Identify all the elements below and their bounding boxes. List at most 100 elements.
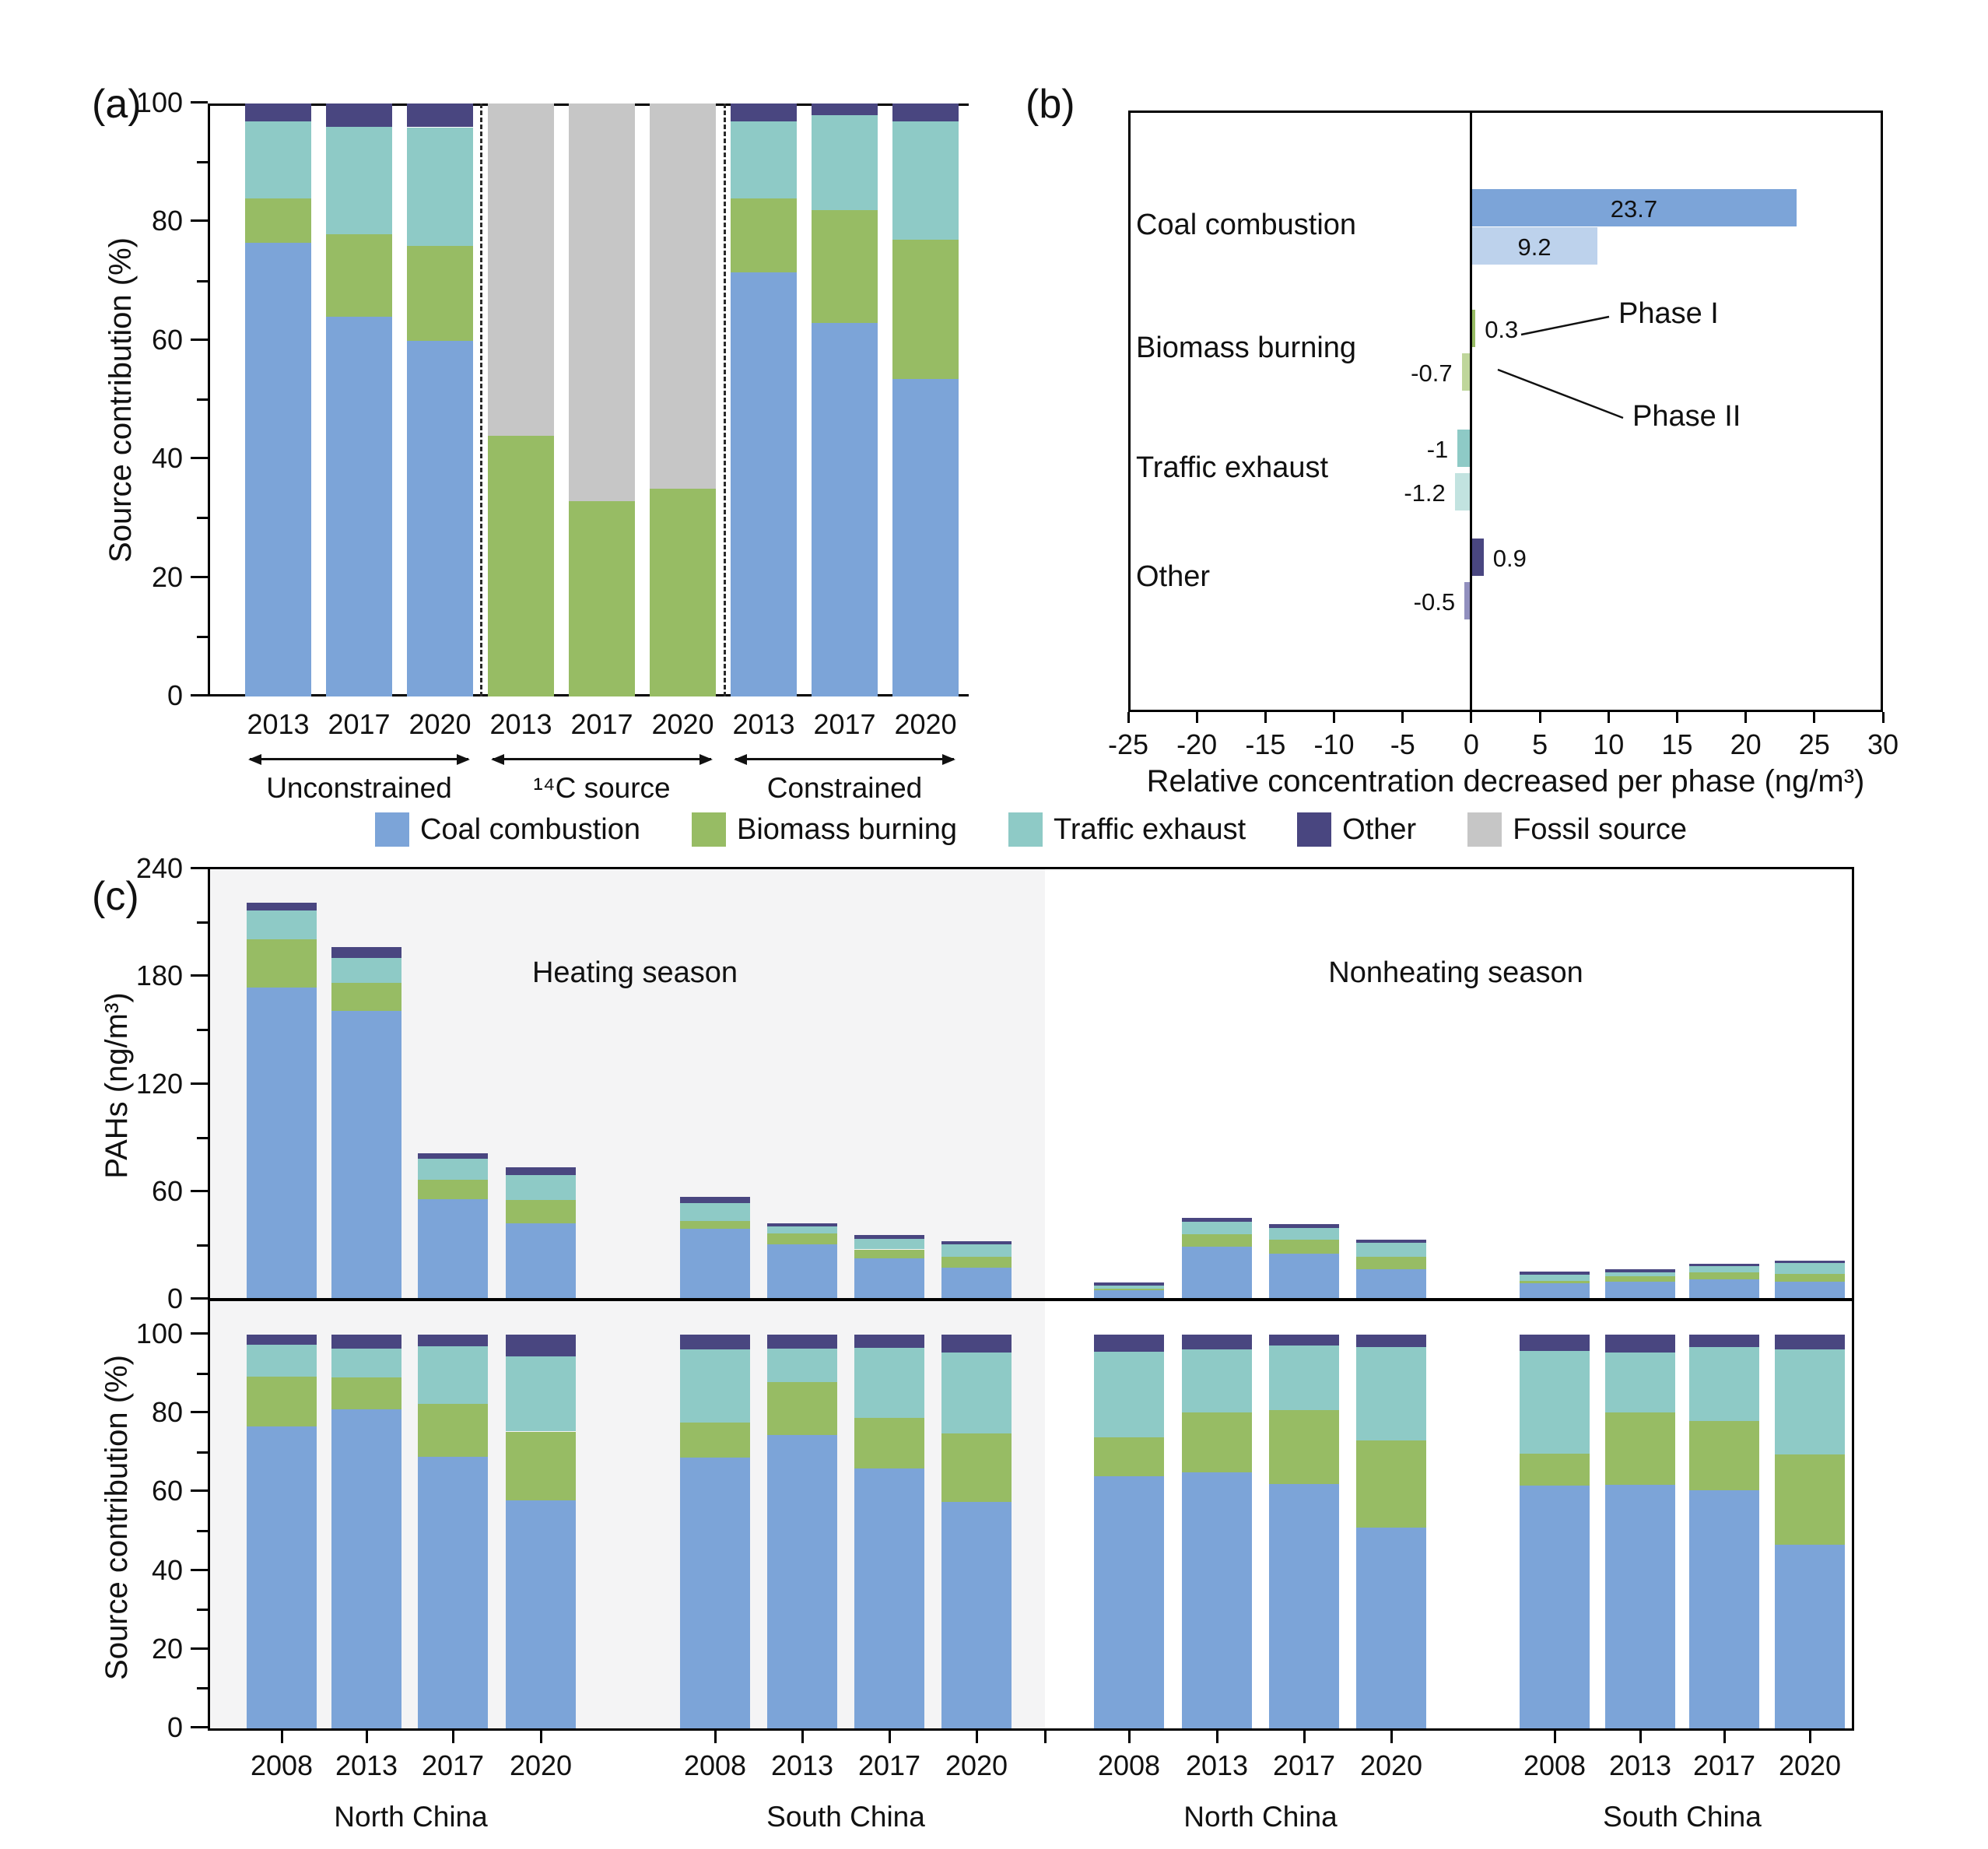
panel-b-category-label: Traffic exhaust bbox=[1136, 451, 1329, 484]
panel-a-plot-area bbox=[210, 104, 969, 696]
stacked-bar-2017 bbox=[326, 104, 392, 696]
panel-c-bottom-ytick-label: 0 bbox=[167, 1711, 183, 1743]
panel-c-x-tick bbox=[1127, 1731, 1131, 1743]
segment-other bbox=[941, 1241, 1012, 1244]
panel-a-group-arrow bbox=[491, 754, 713, 765]
pahs-bar-2013 bbox=[1182, 869, 1252, 1300]
panel-c-bottom-major-tick bbox=[191, 1647, 208, 1650]
legend-item-fossil-source: Fossil source bbox=[1467, 812, 1687, 847]
segment-coal-combustion bbox=[854, 1258, 924, 1300]
segment-traffic-exhaust bbox=[326, 127, 392, 234]
panel-c-year-label: 2008 bbox=[1523, 1749, 1587, 1781]
segment-biomass-burning bbox=[1356, 1440, 1426, 1528]
segment-traffic-exhaust bbox=[854, 1238, 924, 1250]
segment-coal-combustion bbox=[326, 317, 392, 696]
segment-coal-combustion bbox=[506, 1223, 576, 1300]
panel-c-bottom-ytick-label: 20 bbox=[151, 1632, 183, 1665]
panel-b-frame bbox=[1128, 111, 1883, 712]
segment-other bbox=[1605, 1335, 1675, 1353]
panel-b-xtick-label: 0 bbox=[1463, 728, 1479, 760]
segment-biomass-burning bbox=[941, 1256, 1012, 1268]
segment-other bbox=[245, 104, 311, 121]
segment-biomass-burning bbox=[680, 1220, 750, 1229]
segment-traffic-exhaust bbox=[941, 1352, 1012, 1433]
pahs-bar-2017 bbox=[1269, 869, 1339, 1300]
segment-other bbox=[1689, 1264, 1759, 1266]
segment-traffic-exhaust bbox=[506, 1356, 576, 1432]
pahs-bar-2020 bbox=[506, 869, 576, 1300]
segment-biomass-burning bbox=[506, 1431, 576, 1500]
stacked-bar-2013 bbox=[488, 104, 554, 696]
segment-other bbox=[1182, 1335, 1252, 1350]
panel-a-minor-tick bbox=[197, 517, 208, 520]
panel-c-bottom-y-axis-line bbox=[208, 1300, 210, 1731]
segment-traffic-exhaust bbox=[731, 121, 797, 198]
contribution-bar-2020 bbox=[941, 1300, 1012, 1728]
panel-a-group-label: ¹⁴C source bbox=[533, 772, 671, 804]
segment-coal-combustion bbox=[418, 1456, 488, 1728]
phase2-bar-biomass-burning bbox=[1461, 353, 1471, 391]
legend-swatch-traffic-exhaust bbox=[1008, 812, 1043, 847]
contribution-bar-2017 bbox=[418, 1300, 488, 1728]
contribution-bar-2017 bbox=[854, 1300, 924, 1728]
segment-other bbox=[1094, 1335, 1164, 1352]
panel-a-major-tick bbox=[191, 457, 208, 460]
segment-fossil-source bbox=[569, 104, 635, 501]
segment-other bbox=[247, 902, 317, 910]
phase2-bar-other-value-label: -0.5 bbox=[1413, 588, 1456, 616]
segment-traffic-exhaust bbox=[1689, 1265, 1759, 1273]
panel-a-separator-dashed-line-1 bbox=[480, 104, 482, 696]
panel-c-bottom-minor-tick bbox=[197, 1372, 208, 1375]
contribution-bar-2013 bbox=[1182, 1300, 1252, 1728]
segment-traffic-exhaust bbox=[812, 115, 878, 211]
panel-b-x-tick bbox=[1264, 712, 1267, 723]
segment-coal-combustion bbox=[1775, 1545, 1845, 1728]
phase2-bar-traffic-exhaust-value-label: -1.2 bbox=[1404, 479, 1446, 507]
panel-c-year-label: 2013 bbox=[1608, 1749, 1672, 1781]
segment-biomass-burning bbox=[680, 1423, 750, 1458]
legend-swatch-fossil-source bbox=[1467, 812, 1502, 847]
segment-biomass-burning bbox=[1520, 1454, 1590, 1486]
segment-coal-combustion bbox=[1605, 1281, 1675, 1300]
segment-coal-combustion bbox=[767, 1435, 837, 1728]
pahs-bar-2020 bbox=[941, 869, 1012, 1300]
contribution-bar-2013 bbox=[331, 1300, 401, 1728]
panel-a-major-tick bbox=[191, 575, 208, 578]
pahs-bar-2008 bbox=[1094, 869, 1164, 1300]
panel-b-x-tick bbox=[1813, 712, 1816, 723]
segment-biomass-burning bbox=[331, 983, 401, 1012]
stacked-bar-2017 bbox=[812, 104, 878, 696]
panel-c-year-label: 2008 bbox=[250, 1749, 314, 1781]
panel-c-top-major-tick bbox=[191, 1297, 208, 1300]
panel-c-bottom-ytick-label: 60 bbox=[151, 1475, 183, 1507]
segment-traffic-exhaust bbox=[1775, 1349, 1845, 1455]
panel-a-major-tick bbox=[191, 338, 208, 341]
legend-item-other: Other bbox=[1297, 812, 1416, 847]
segment-other bbox=[854, 1335, 924, 1348]
panel-c-divider-line bbox=[208, 1298, 1854, 1301]
contribution-bar-2013 bbox=[1605, 1300, 1675, 1728]
panel-a-year-label: 2017 bbox=[570, 708, 633, 740]
pahs-bar-2008 bbox=[680, 869, 750, 1300]
segment-fossil-source bbox=[488, 104, 554, 436]
segment-other bbox=[506, 1167, 576, 1175]
segment-other bbox=[1775, 1335, 1845, 1350]
panel-c-bottom-ytick-label: 80 bbox=[151, 1396, 183, 1429]
segment-traffic-exhaust bbox=[854, 1347, 924, 1418]
segment-traffic-exhaust bbox=[331, 1348, 401, 1378]
panel-c-x-tick bbox=[280, 1731, 283, 1743]
panel-c-year-label: 2013 bbox=[770, 1749, 834, 1781]
segment-biomass-burning bbox=[1094, 1289, 1164, 1291]
segment-biomass-burning bbox=[247, 1377, 317, 1426]
panel-a-year-label: 2020 bbox=[894, 708, 957, 740]
panel-c-year-label: 2020 bbox=[1778, 1749, 1842, 1781]
segment-other bbox=[1356, 1239, 1426, 1244]
panel-b-xtick-label: -25 bbox=[1107, 728, 1149, 760]
panel-a-ytick-label: 0 bbox=[167, 679, 183, 711]
segment-biomass-burning bbox=[506, 1200, 576, 1224]
segment-biomass-burning bbox=[812, 210, 878, 323]
contribution-bar-2020 bbox=[1775, 1300, 1845, 1728]
panel-c-region-label: South China bbox=[766, 1801, 925, 1833]
panel-b-x-tick bbox=[1881, 712, 1885, 723]
